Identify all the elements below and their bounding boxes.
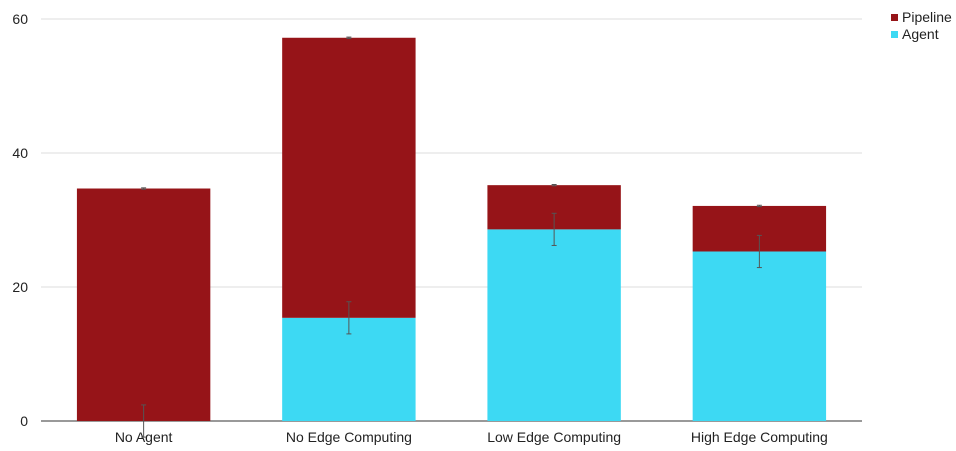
legend-item-agent: Agent [891,26,952,43]
legend-item-pipeline: Pipeline [891,9,952,26]
x-tick-label-low-edge-computing: Low Edge Computing [487,429,621,445]
error-bar-pipeline-low-edge-computing [551,183,557,187]
y-tick-label-0: 0 [20,413,28,429]
legend: Pipeline Agent [891,9,952,43]
error-bar-agent-high-edge-computing [756,234,762,269]
error-bar-agent-no-edge-computing [346,301,352,335]
legend-swatch-agent [891,31,898,38]
x-tick-label-no-edge-computing: No Edge Computing [286,429,412,445]
bar-pipeline-no-agent [76,188,211,421]
legend-label-agent: Agent [902,26,939,42]
bar-agent-high-edge-computing [692,251,827,421]
y-tick-label-60: 60 [12,11,28,27]
y-tick-label-20: 20 [12,279,28,295]
bar-agent-low-edge-computing [487,229,621,421]
legend-swatch-pipeline [891,14,898,21]
legend-label-pipeline: Pipeline [902,9,952,25]
error-bar-agent-no-agent [141,404,147,438]
bar-pipeline-no-edge-computing [282,37,416,318]
error-bar-pipeline-no-agent [141,187,147,190]
y-tick-label-40: 40 [12,145,28,161]
error-bar-pipeline-no-edge-computing [346,36,352,39]
x-tick-label-high-edge-computing: High Edge Computing [691,429,828,445]
error-bar-pipeline-high-edge-computing [756,204,762,208]
error-bar-agent-low-edge-computing [551,212,557,246]
bar-agent-no-edge-computing [282,317,416,421]
